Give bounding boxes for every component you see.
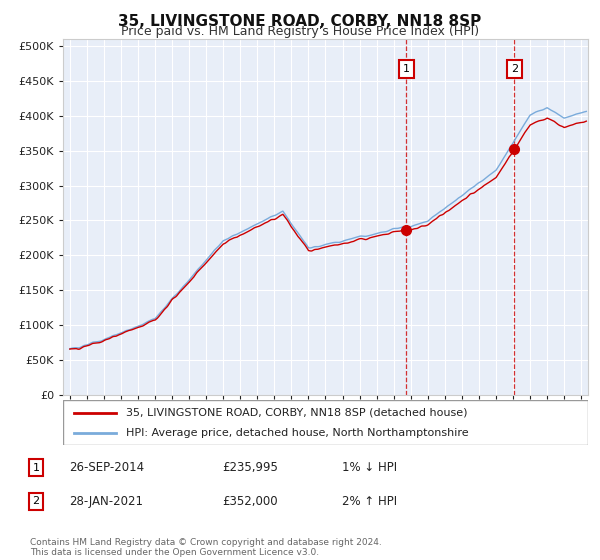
Text: £352,000: £352,000 [222,494,278,508]
Text: 1: 1 [403,64,410,74]
Text: 1: 1 [32,463,40,473]
Text: 2: 2 [511,64,518,74]
Text: 1% ↓ HPI: 1% ↓ HPI [342,461,397,474]
Text: 2: 2 [32,496,40,506]
Text: HPI: Average price, detached house, North Northamptonshire: HPI: Average price, detached house, Nort… [126,428,469,438]
Text: 35, LIVINGSTONE ROAD, CORBY, NN18 8SP (detached house): 35, LIVINGSTONE ROAD, CORBY, NN18 8SP (d… [126,408,467,418]
Text: 2% ↑ HPI: 2% ↑ HPI [342,494,397,508]
Text: 28-JAN-2021: 28-JAN-2021 [69,494,143,508]
Text: 26-SEP-2014: 26-SEP-2014 [69,461,144,474]
Text: £235,995: £235,995 [222,461,278,474]
Text: Price paid vs. HM Land Registry's House Price Index (HPI): Price paid vs. HM Land Registry's House … [121,25,479,38]
Text: Contains HM Land Registry data © Crown copyright and database right 2024.
This d: Contains HM Land Registry data © Crown c… [30,538,382,557]
Text: 35, LIVINGSTONE ROAD, CORBY, NN18 8SP: 35, LIVINGSTONE ROAD, CORBY, NN18 8SP [118,14,482,29]
